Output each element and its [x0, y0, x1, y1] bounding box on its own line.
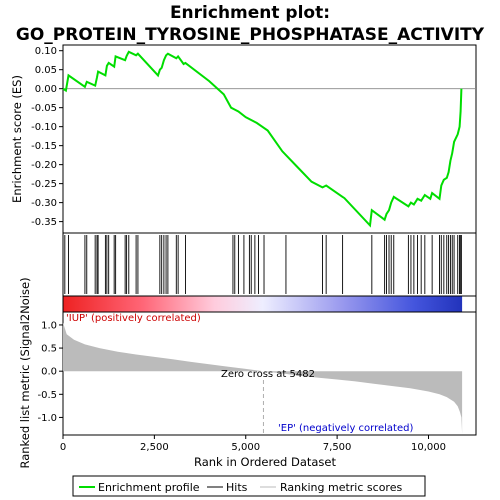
chart-title-line-1: Enrichment plot: [170, 3, 330, 23]
enrichment-profile-line [62, 50, 463, 228]
metric-y-tick-label: 0.0 [41, 367, 57, 378]
hits-panel [62, 232, 477, 297]
legend-hits-label: Hits [226, 481, 248, 494]
metric-y-tick-label: -0.5 [37, 390, 57, 401]
es-y-tick-label: -0.10 [31, 122, 57, 133]
es-y-tick-label: -0.05 [31, 103, 57, 114]
rank-color-bar [63, 296, 463, 312]
chart-title-line-2: GO_PROTEIN_TYROSINE_PHOSPHATASE_ACTIVITY [16, 25, 485, 45]
metric-y-axis-label: Ranked list metric (Signal2Noise) [18, 277, 32, 468]
hits-panel-frame [62, 232, 477, 297]
positive-correlation-label: 'IUP' (positively correlated) [66, 313, 201, 324]
x-tick-label: 5,000 [231, 442, 260, 453]
legend-ranking-label: Ranking metric scores [280, 481, 402, 494]
x-axis-label: Rank in Ordered Dataset [194, 455, 337, 469]
es-y-tick-label: -0.30 [31, 198, 57, 209]
metric-x-ticks: 0 2,500 5,000 7,500 10,000 [60, 435, 446, 453]
ranking-metric-area [63, 322, 463, 434]
es-y-ticks: 0.10 0.05 0.00 -0.05 -0.10 -0.15 -0.20 -0.25 -0.… [31, 46, 63, 228]
legend-box [72, 475, 426, 497]
x-tick-label: 2,500 [140, 442, 169, 453]
zero-cross-label: Zero cross at 5482 [221, 369, 315, 380]
legend-enrichment-label: Enrichment profile [98, 481, 200, 494]
x-tick-label: 7,500 [323, 442, 352, 453]
es-y-tick-label: -0.25 [31, 179, 57, 190]
hit-markers [64, 235, 462, 294]
es-y-tick-label: -0.20 [31, 160, 57, 171]
metric-y-tick-label: -1.0 [37, 413, 57, 424]
metric-y-tick-label: 0.5 [41, 344, 57, 355]
es-y-axis-label: Enrichment score (ES) [10, 75, 24, 203]
es-panel: 0.10 0.05 0.00 -0.05 -0.10 -0.15 -0.20 -0.25 -0.… [10, 44, 477, 234]
x-tick-label: 0 [60, 442, 66, 453]
es-y-tick-label: 0.00 [35, 84, 57, 95]
legend: Enrichment profile Hits Ranking metric s… [72, 475, 426, 497]
metric-panel: Zero cross at 5482 'IUP' (positively cor… [18, 277, 477, 469]
negative-correlation-label: 'EP' (negatively correlated) [278, 423, 413, 434]
x-tick-label: 10,000 [411, 442, 446, 453]
es-y-tick-label: 0.05 [35, 65, 57, 76]
es-y-tick-label: -0.15 [31, 141, 57, 152]
es-y-tick-label: 0.10 [35, 46, 57, 57]
es-y-tick-label: -0.35 [31, 217, 57, 228]
metric-y-tick-label: 1.0 [41, 320, 57, 331]
es-panel-frame [62, 44, 477, 234]
metric-y-ticks: 1.0 0.5 0.0 -0.5 -1.0 [37, 320, 63, 424]
